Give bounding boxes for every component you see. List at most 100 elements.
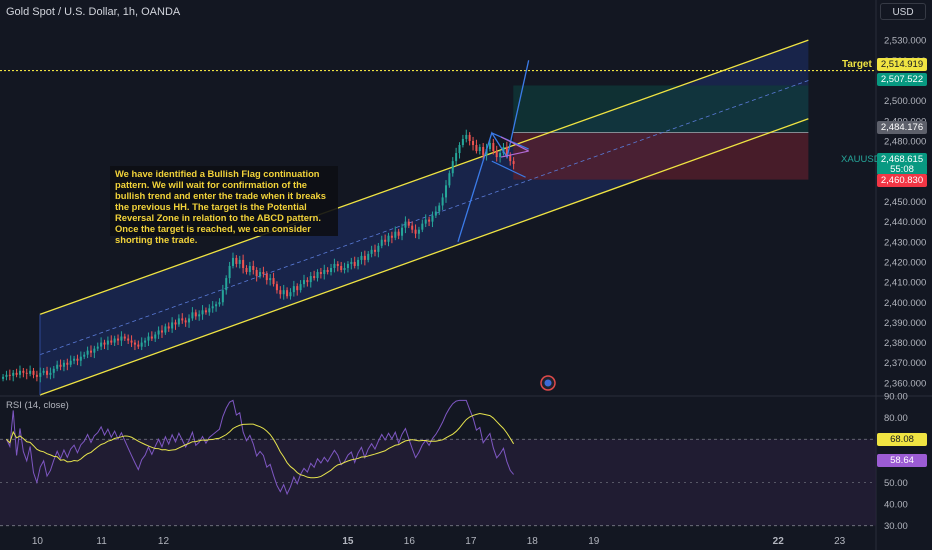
candle-body <box>22 370 25 373</box>
candle-body <box>93 348 96 353</box>
candle-body <box>336 263 339 266</box>
channel-mid-line <box>39 80 809 356</box>
rsi-tick-label: 30.00 <box>884 521 908 532</box>
candle-body <box>299 284 302 291</box>
candle-body <box>346 263 349 268</box>
candle-body <box>245 267 248 273</box>
time-tick-label: 23 <box>834 536 846 547</box>
candle-body <box>380 239 383 246</box>
stop-loss-tag: 2,460.830 <box>877 174 927 187</box>
rsi-title: RSI (14, close) <box>6 400 69 411</box>
rsi-value-tag: 58.64 <box>877 454 927 467</box>
candle-body <box>414 229 417 234</box>
candle-body <box>144 340 147 343</box>
candle-body <box>384 239 387 242</box>
candle-body <box>123 336 126 339</box>
candle-body <box>171 322 174 329</box>
candle-body <box>177 318 180 325</box>
candle-body <box>495 151 498 158</box>
candle-body <box>370 249 373 254</box>
candle-body <box>12 372 15 376</box>
currency-button[interactable]: USD <box>880 3 926 20</box>
candle-body <box>56 364 59 369</box>
candle-body <box>265 274 268 281</box>
candle-body <box>259 272 262 277</box>
price-tick-label: 2,530.000 <box>884 36 926 47</box>
candle-body <box>292 286 295 293</box>
candle-body <box>208 308 211 313</box>
channel-lower-line <box>39 118 809 396</box>
candle-body <box>86 350 89 355</box>
candle-body <box>46 370 49 375</box>
candle-body <box>255 270 258 277</box>
candle-body <box>441 197 444 206</box>
price-tick-label: 2,360.000 <box>884 378 926 389</box>
flag-lower <box>491 160 526 178</box>
candle-body <box>235 257 238 264</box>
candle-body <box>150 336 153 339</box>
candle-body <box>279 290 282 295</box>
candle-body <box>221 290 224 303</box>
candle-body <box>113 338 116 343</box>
candle-body <box>282 290 285 295</box>
candle-body <box>472 140 475 145</box>
candle-body <box>509 155 512 162</box>
price-tick-label: 2,450.000 <box>884 197 926 208</box>
price-tick-label: 2,400.000 <box>884 298 926 309</box>
candle-body <box>201 310 204 315</box>
candle-body <box>184 320 187 323</box>
candle-body <box>167 326 170 329</box>
candle-body <box>377 245 380 252</box>
candle-body <box>242 259 245 268</box>
candle-body <box>343 267 346 270</box>
channel-upper-line <box>39 39 809 315</box>
candle-body <box>323 270 326 275</box>
candle-body <box>482 147 485 156</box>
candle-body <box>133 342 136 345</box>
candle-body <box>137 344 140 347</box>
candle-body <box>330 267 333 273</box>
symbol-label: XAUUSD <box>841 154 881 165</box>
candle-body <box>79 356 82 361</box>
candle-body <box>458 145 461 154</box>
candle-body <box>49 372 52 375</box>
time-tick-label: 19 <box>588 536 600 547</box>
candle-body <box>120 336 123 341</box>
rsi-ma-line <box>6 413 515 479</box>
candle-body <box>248 265 251 273</box>
candle-body <box>428 219 431 222</box>
candle-body <box>204 310 207 313</box>
candle-body <box>455 153 458 162</box>
rsi-tick-label: 50.00 <box>884 478 908 489</box>
time-tick-label: 17 <box>465 536 477 547</box>
candle-body <box>262 272 265 275</box>
candle-body <box>211 306 214 309</box>
time-tick-label: 12 <box>158 536 170 547</box>
candle-body <box>157 330 160 335</box>
candle-body <box>103 342 106 345</box>
candle-body <box>401 227 404 236</box>
price-tick-label: 2,370.000 <box>884 358 926 369</box>
candle-body <box>306 280 309 283</box>
candle-body <box>76 358 79 361</box>
candle-body <box>309 276 312 283</box>
time-tick-label: 10 <box>32 536 44 547</box>
candle-body <box>198 314 201 317</box>
candle-body <box>492 142 495 152</box>
target-label: Target <box>842 59 872 70</box>
candle-body <box>478 147 481 152</box>
target-price-tag: 2,514.919 <box>877 58 927 71</box>
time-tick-label: 11 <box>96 536 107 547</box>
rsi-ma-tag: 68.08 <box>877 433 927 446</box>
candle-body <box>110 340 113 343</box>
analysis-note[interactable]: We have identified a Bullish Flag contin… <box>110 166 338 245</box>
candle-body <box>411 225 414 230</box>
candle-body <box>326 270 329 273</box>
candle-body <box>461 138 464 145</box>
candle-body <box>52 368 55 373</box>
candle-body <box>42 370 45 373</box>
candle-body <box>194 312 197 317</box>
price-tick-label: 2,420.000 <box>884 257 926 268</box>
candle-body <box>83 354 86 357</box>
